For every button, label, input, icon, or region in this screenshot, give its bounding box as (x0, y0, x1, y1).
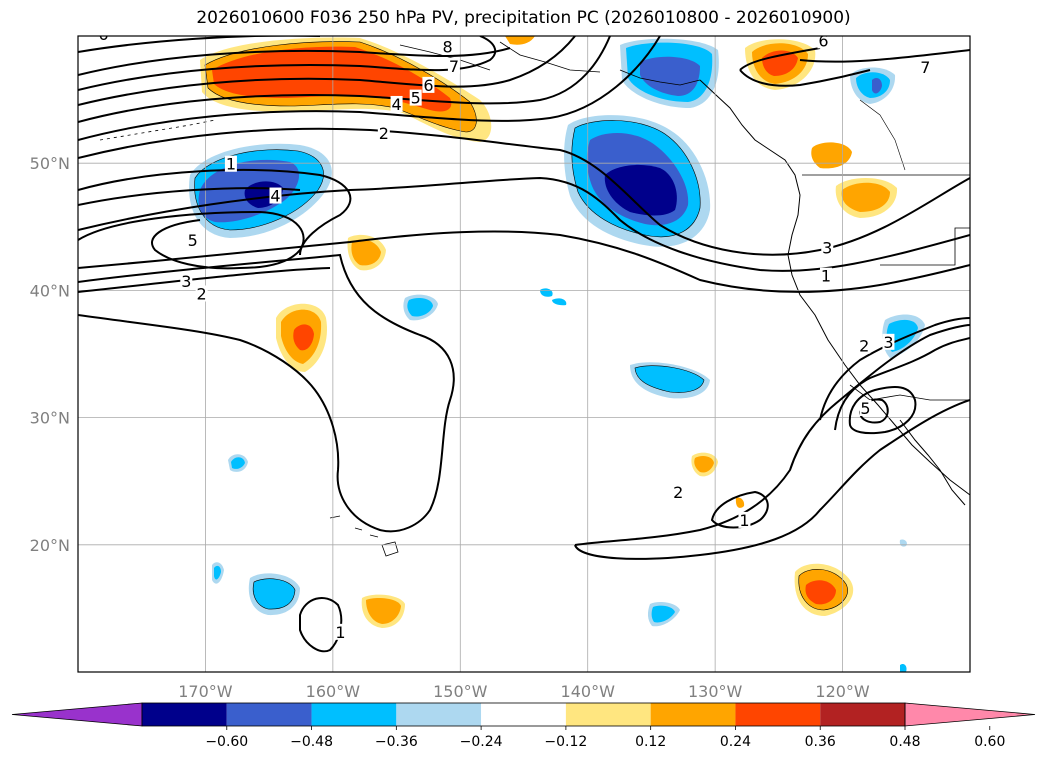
map-frame (77, 35, 971, 673)
contour-label-bg-10 (180, 272, 193, 289)
lat-tick-1: 40°N (30, 281, 70, 300)
lat-tick-0: 50°N (30, 154, 70, 173)
contour-label-1: 8 (442, 38, 452, 57)
colorbar-tick-3: −0.24 (460, 734, 503, 750)
contour-label-5: 4 (391, 95, 401, 114)
colorbar-box-7 (735, 703, 821, 726)
lon-tick-3: 140°W (561, 682, 616, 701)
colorbar-box-2 (311, 703, 397, 726)
lat-tick-labels: 50°N 40°N 30°N 20°N (30, 154, 70, 555)
contour-label-3: 6 (423, 76, 433, 95)
contour-label-bg-17 (882, 333, 895, 350)
contour-label-20: 1 (739, 511, 749, 530)
colorbar-box-3 (396, 703, 482, 726)
colorbar-box-0 (142, 703, 227, 726)
contour-label-17: 3 (883, 333, 893, 352)
lon-tick-labels: 170°W 160°W 150°W 140°W 130°W 120°W (178, 682, 870, 701)
contour-label-bg-6 (377, 125, 390, 142)
lon-tick-1: 160°W (306, 682, 361, 701)
colorbar-frame (141, 702, 906, 727)
precip-region-gulf-of-alaska-negative (564, 38, 896, 247)
contour-label-bg-21 (334, 623, 347, 640)
contour-label-bg-3 (422, 76, 435, 93)
colorbar-box-5 (565, 703, 651, 726)
contour-label-15: 1 (821, 267, 831, 286)
contour-label-10: 3 (181, 272, 191, 291)
lon-tick-4: 130°W (688, 682, 743, 701)
contour-label-bg-4 (409, 89, 422, 106)
contour-label-bg-20 (738, 511, 751, 528)
colorbar-tick-2: −0.36 (375, 734, 418, 750)
contour-label-19: 2 (673, 483, 683, 502)
colorbar-tick-4: −0.12 (544, 734, 587, 750)
colorbar-box-6 (650, 703, 736, 726)
lon-tick-5: 120°W (815, 682, 870, 701)
contour-label-bg-1 (441, 38, 454, 55)
contour-label-bg-14 (821, 239, 834, 256)
contour-label-bg-7 (224, 155, 237, 172)
contour-label-bg-2 (447, 57, 460, 74)
colorbar-tick-5: 0.12 (635, 734, 666, 750)
contour-label-8: 4 (270, 187, 280, 206)
lon-tick-0: 170°W (178, 682, 233, 701)
contour-label-bg-12 (817, 36, 830, 49)
colorbar-tick-6: 0.24 (720, 734, 751, 750)
contour-label-16: 2 (859, 337, 869, 356)
contour-label-bg-18 (859, 399, 872, 416)
colorbar-box-1 (226, 703, 312, 726)
colorbar-tick-9: 0.60 (974, 734, 1005, 750)
contour-label-bg-9 (186, 232, 199, 249)
chart-title: 2026010600 F036 250 hPa PV, precipitatio… (196, 8, 851, 28)
lon-tick-2: 150°W (433, 682, 488, 701)
colorbar-box-4 (481, 703, 566, 726)
colorbar-box-8 (820, 703, 905, 726)
contour-label-21: 1 (335, 623, 345, 642)
contour-label-0: 6 (98, 25, 108, 44)
precip-anomaly-layer (189, 36, 925, 672)
contour-label-13: 7 (920, 58, 930, 77)
contour-label-bg-13 (919, 59, 932, 76)
colorbar-extend-max (904, 702, 1036, 727)
contour-label-2: 7 (449, 57, 459, 76)
colorbar-tick-0: −0.60 (205, 734, 248, 750)
precip-small-negative-features (212, 288, 907, 672)
lat-tick-3: 20°N (30, 536, 70, 555)
contour-label-bg-8 (269, 187, 282, 204)
contour-label-bg-15 (820, 267, 833, 284)
colorbar-tick-1: −0.48 (290, 734, 333, 750)
colorbar-extend-min (11, 702, 143, 727)
contour-label-bg-0 (97, 36, 110, 42)
contour-label-12: 6 (818, 31, 828, 50)
colorbar-tick-8: 0.48 (889, 734, 920, 750)
lat-tick-2: 30°N (30, 409, 70, 428)
colorbar-tick-7: 0.36 (805, 734, 836, 750)
precip-outlines (194, 41, 848, 611)
colorbar: −0.60 −0.48 −0.36 −0.24 −0.12 0.12 0.24 0.36 0.4… (11, 702, 1036, 750)
contour-label-14: 3 (822, 239, 832, 258)
precip-region-california-offshore-positive (794, 563, 854, 616)
contour-label-18: 5 (860, 399, 870, 418)
contour-label-6: 2 (379, 124, 389, 143)
contour-label-11: 2 (197, 284, 207, 303)
contour-label-bg-19 (672, 483, 685, 500)
contour-label-bg-11 (195, 285, 208, 302)
contour-label-4: 5 (411, 89, 421, 108)
contour-label-bg-16 (858, 337, 871, 354)
precip-region-subtropical-positive (276, 234, 745, 628)
contour-label-7: 1 (226, 155, 236, 174)
contour-label-9: 5 (188, 231, 198, 250)
contour-label-bg-5 (390, 95, 403, 112)
